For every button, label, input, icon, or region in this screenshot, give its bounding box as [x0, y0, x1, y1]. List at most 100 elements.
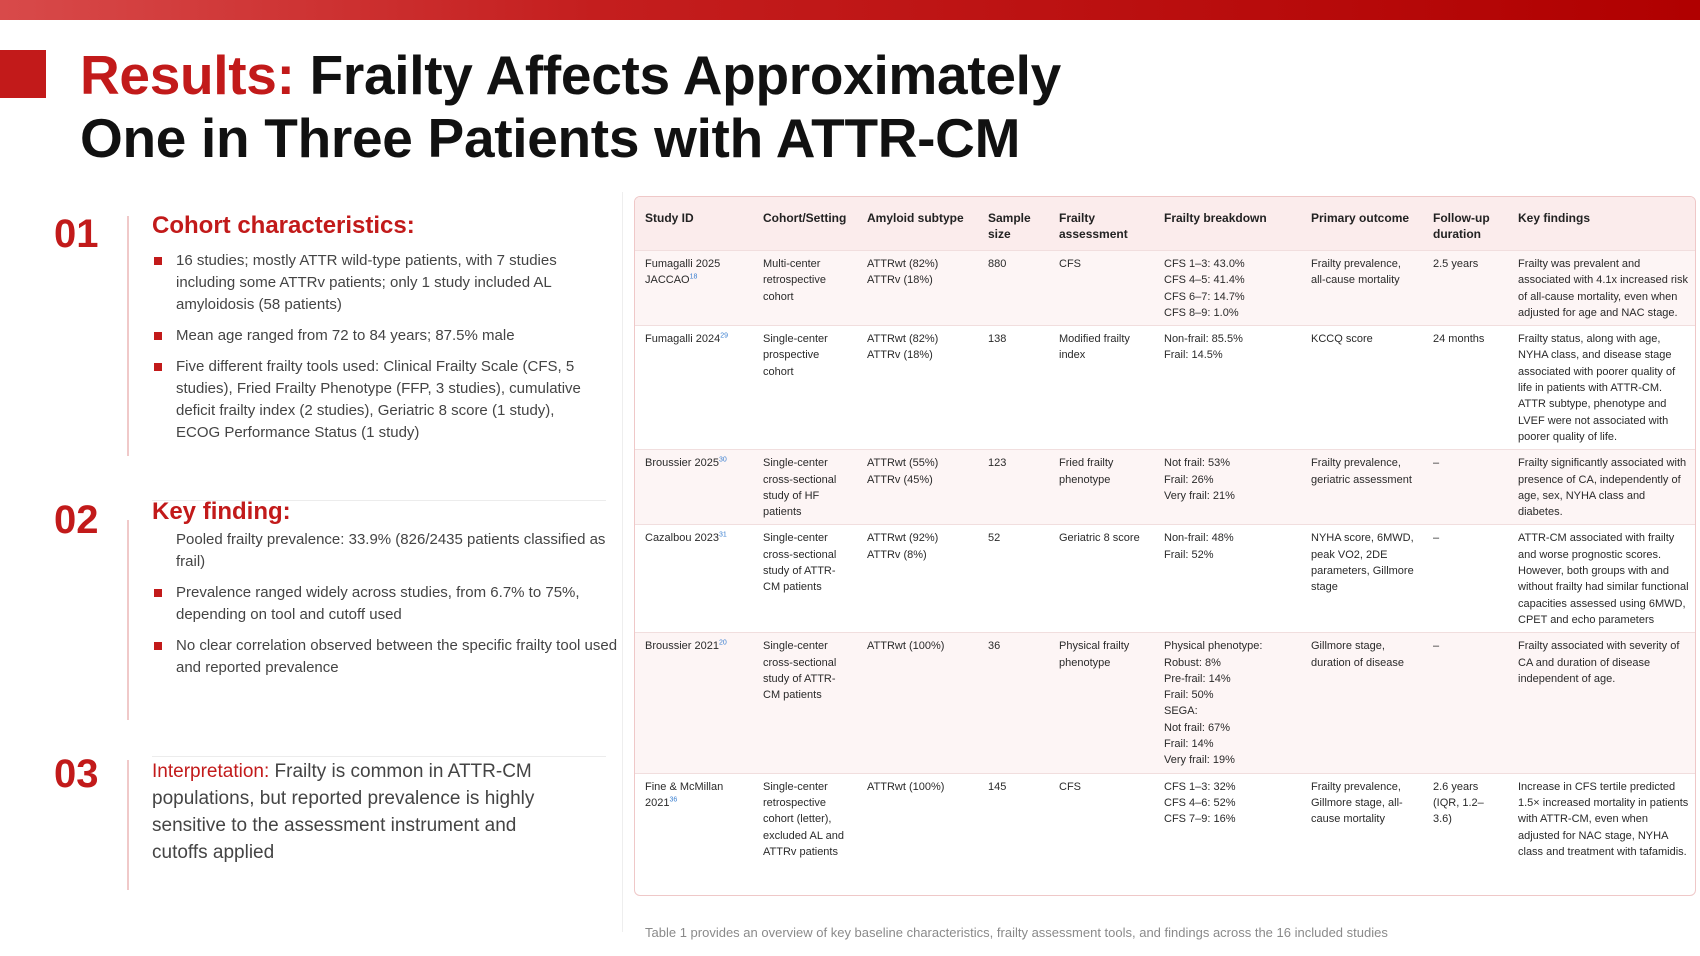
- cell-outcome: Frailty prevalence, all-cause mortality: [1301, 249, 1423, 326]
- bullet-list: 16 studies; mostly ATTR wild-type patien…: [152, 250, 602, 453]
- section-divider-line: [127, 216, 129, 456]
- cell-outcome: Frailty prevalence, Gillmore stage, all-…: [1301, 772, 1423, 865]
- reference-superscript[interactable]: 30: [719, 456, 727, 464]
- cell-cohort: Single-center cross-sectional study of A…: [753, 524, 857, 633]
- bullet-item: Five different frailty tools used: Clini…: [152, 356, 602, 444]
- cell-followup: –: [1423, 632, 1508, 774]
- cell-cohort: Single-center retrospective cohort (lett…: [753, 772, 857, 865]
- cell-assessment: CFS: [1049, 772, 1154, 865]
- cell-study-id: Broussier 202120: [635, 632, 753, 774]
- column-header: Sample size: [988, 211, 1031, 241]
- cell-outcome: Gillmore stage, duration of disease: [1301, 632, 1423, 774]
- reference-superscript[interactable]: 29: [720, 332, 729, 340]
- cell-cohort: Single-center prospective cohort: [753, 325, 857, 450]
- column-header: Cohort/Setting: [763, 211, 847, 225]
- cell-followup: –: [1423, 524, 1508, 633]
- bullet-item: Mean age ranged from 72 to 84 years; 87.…: [152, 325, 602, 347]
- study-name: Broussier 2021: [645, 640, 719, 653]
- title-line1: Frailty Affects Approximately: [294, 44, 1062, 106]
- cell-breakdown: Non-frail: 48% Frail: 52%: [1154, 524, 1301, 633]
- table-caption: Table 1 provides an overview of key base…: [645, 925, 1388, 940]
- column-header: Study ID: [645, 211, 694, 225]
- table-row: Fine & McMillan 202136 Single-center ret…: [635, 772, 1695, 865]
- cell-breakdown: Not frail: 53% Frail: 26% Very frail: 21…: [1154, 449, 1301, 525]
- section-heading: Cohort characteristics:: [152, 212, 415, 239]
- cell-findings: Increase in CFS tertile predicted 1.5× i…: [1508, 772, 1695, 865]
- title-accent-block: [0, 50, 46, 98]
- bullet-item: Prevalence ranged widely across studies,…: [152, 582, 622, 626]
- page-title: Results: Frailty Affects Approximately O…: [80, 44, 1180, 170]
- reference-superscript[interactable]: 31: [719, 531, 727, 539]
- cell-sample-size: 52: [978, 524, 1049, 633]
- section-separator: [152, 500, 606, 501]
- cell-breakdown: Non-frail: 85.5% Frail: 14.5%: [1154, 325, 1301, 450]
- cell-subtype: ATTRwt (82%) ATTRv (18%): [857, 325, 978, 450]
- section-separator: [152, 756, 606, 757]
- column-header: Primary outcome: [1311, 211, 1410, 225]
- cell-sample-size: 36: [978, 632, 1049, 774]
- cell-assessment: Geriatric 8 score: [1049, 524, 1154, 633]
- cell-subtype: ATTRwt (100%): [857, 632, 978, 774]
- title-accent: Results:: [80, 44, 295, 106]
- column-header: Frailty assessment: [1059, 211, 1128, 241]
- cell-outcome: Frailty prevalence, geriatric assessment: [1301, 449, 1423, 525]
- cell-sample-size: 145: [978, 772, 1049, 865]
- table-row: Fumagalli 2025 JACCAO18 Multi-center ret…: [635, 249, 1695, 326]
- lead-text: Pooled frailty prevalence: 33.9% (826/24…: [176, 531, 606, 570]
- cell-sample-size: 880: [978, 249, 1049, 326]
- section-heading: Key finding:: [152, 498, 291, 525]
- cell-followup: 2.5 years: [1423, 249, 1508, 326]
- table-row: Broussier 202120 Single-center cross-sec…: [635, 632, 1695, 774]
- cell-assessment: Fried frailty phenotype: [1049, 449, 1154, 525]
- cell-sample-size: 123: [978, 449, 1049, 525]
- section-number: 02: [54, 498, 99, 542]
- table-row: Fumagalli 202429 Single-center prospecti…: [635, 325, 1695, 450]
- cell-breakdown: CFS 1–3: 32% CFS 4–6: 52% CFS 7–9: 16%: [1154, 772, 1301, 865]
- column-header: Frailty breakdown: [1164, 211, 1267, 225]
- cell-findings: Frailty associated with severity of CA a…: [1508, 632, 1695, 774]
- cell-followup: –: [1423, 449, 1508, 525]
- studies-table: Study ID Cohort/Setting Amyloid subtype …: [635, 197, 1695, 865]
- cell-breakdown: Physical phenotype: Robust: 8% Pre-frail…: [1154, 632, 1301, 774]
- cell-outcome: KCCQ score: [1301, 325, 1423, 450]
- bullet-list: Pooled frailty prevalence: 33.9% (826/24…: [152, 529, 622, 688]
- column-header: Key findings: [1518, 211, 1591, 225]
- cell-findings: ATTR-CM associated with frailty and wors…: [1508, 524, 1695, 633]
- column-divider: [622, 192, 623, 932]
- cell-findings: Frailty was prevalent and associated wit…: [1508, 249, 1695, 326]
- reference-superscript[interactable]: 36: [669, 796, 678, 804]
- cell-followup: 24 months: [1423, 325, 1508, 450]
- cell-study-id: Fine & McMillan 202136: [635, 772, 753, 865]
- title-line2: One in Three Patients with ATTR-CM: [80, 107, 1021, 169]
- study-name: Broussier 2025: [645, 457, 719, 470]
- cell-subtype: ATTRwt (55%) ATTRv (45%): [857, 449, 978, 525]
- cell-followup: 2.6 years (IQR, 1.2–3.6): [1423, 772, 1508, 865]
- top-accent-bar: [0, 0, 1700, 20]
- table-header-row: Study ID Cohort/Setting Amyloid subtype …: [635, 197, 1695, 251]
- reference-superscript[interactable]: 18: [689, 273, 698, 281]
- interpretation-text: Interpretation: Frailty is common in ATT…: [152, 758, 572, 866]
- study-name: Fumagalli 2024: [645, 333, 721, 346]
- section-number: 01: [54, 212, 99, 256]
- cell-outcome: NYHA score, 6MWD, peak VO2, 2DE paramete…: [1301, 524, 1423, 633]
- cell-cohort: Single-center cross-sectional study of H…: [753, 449, 857, 525]
- cell-study-id: Cazalbou 202331: [635, 524, 753, 633]
- interpretation-label: Interpretation:: [152, 761, 270, 782]
- section-divider-line: [127, 520, 129, 720]
- cell-findings: Frailty significantly associated with pr…: [1508, 449, 1695, 525]
- cell-study-id: Fumagalli 2025 JACCAO18: [635, 249, 753, 326]
- cell-study-id: Fumagalli 202429: [635, 325, 753, 450]
- cell-subtype: ATTRwt (100%): [857, 772, 978, 865]
- cell-cohort: Single-center cross-sectional study of A…: [753, 632, 857, 774]
- reference-superscript[interactable]: 20: [719, 639, 727, 647]
- cell-study-id: Broussier 202530: [635, 449, 753, 525]
- section-divider-line: [127, 760, 129, 890]
- column-header: Follow-up duration: [1433, 211, 1490, 241]
- interpretation-body: Frailty is common in ATTR-CM populations…: [152, 761, 535, 863]
- cell-subtype: ATTRwt (92%) ATTRv (8%): [857, 524, 978, 633]
- column-header: Amyloid subtype: [867, 211, 964, 225]
- study-name: Fine & McMillan 2021: [645, 780, 724, 809]
- cell-assessment: CFS: [1049, 249, 1154, 326]
- cell-assessment: Physical frailty phenotype: [1049, 632, 1154, 774]
- cell-subtype: ATTRwt (82%) ATTRv (18%): [857, 249, 978, 326]
